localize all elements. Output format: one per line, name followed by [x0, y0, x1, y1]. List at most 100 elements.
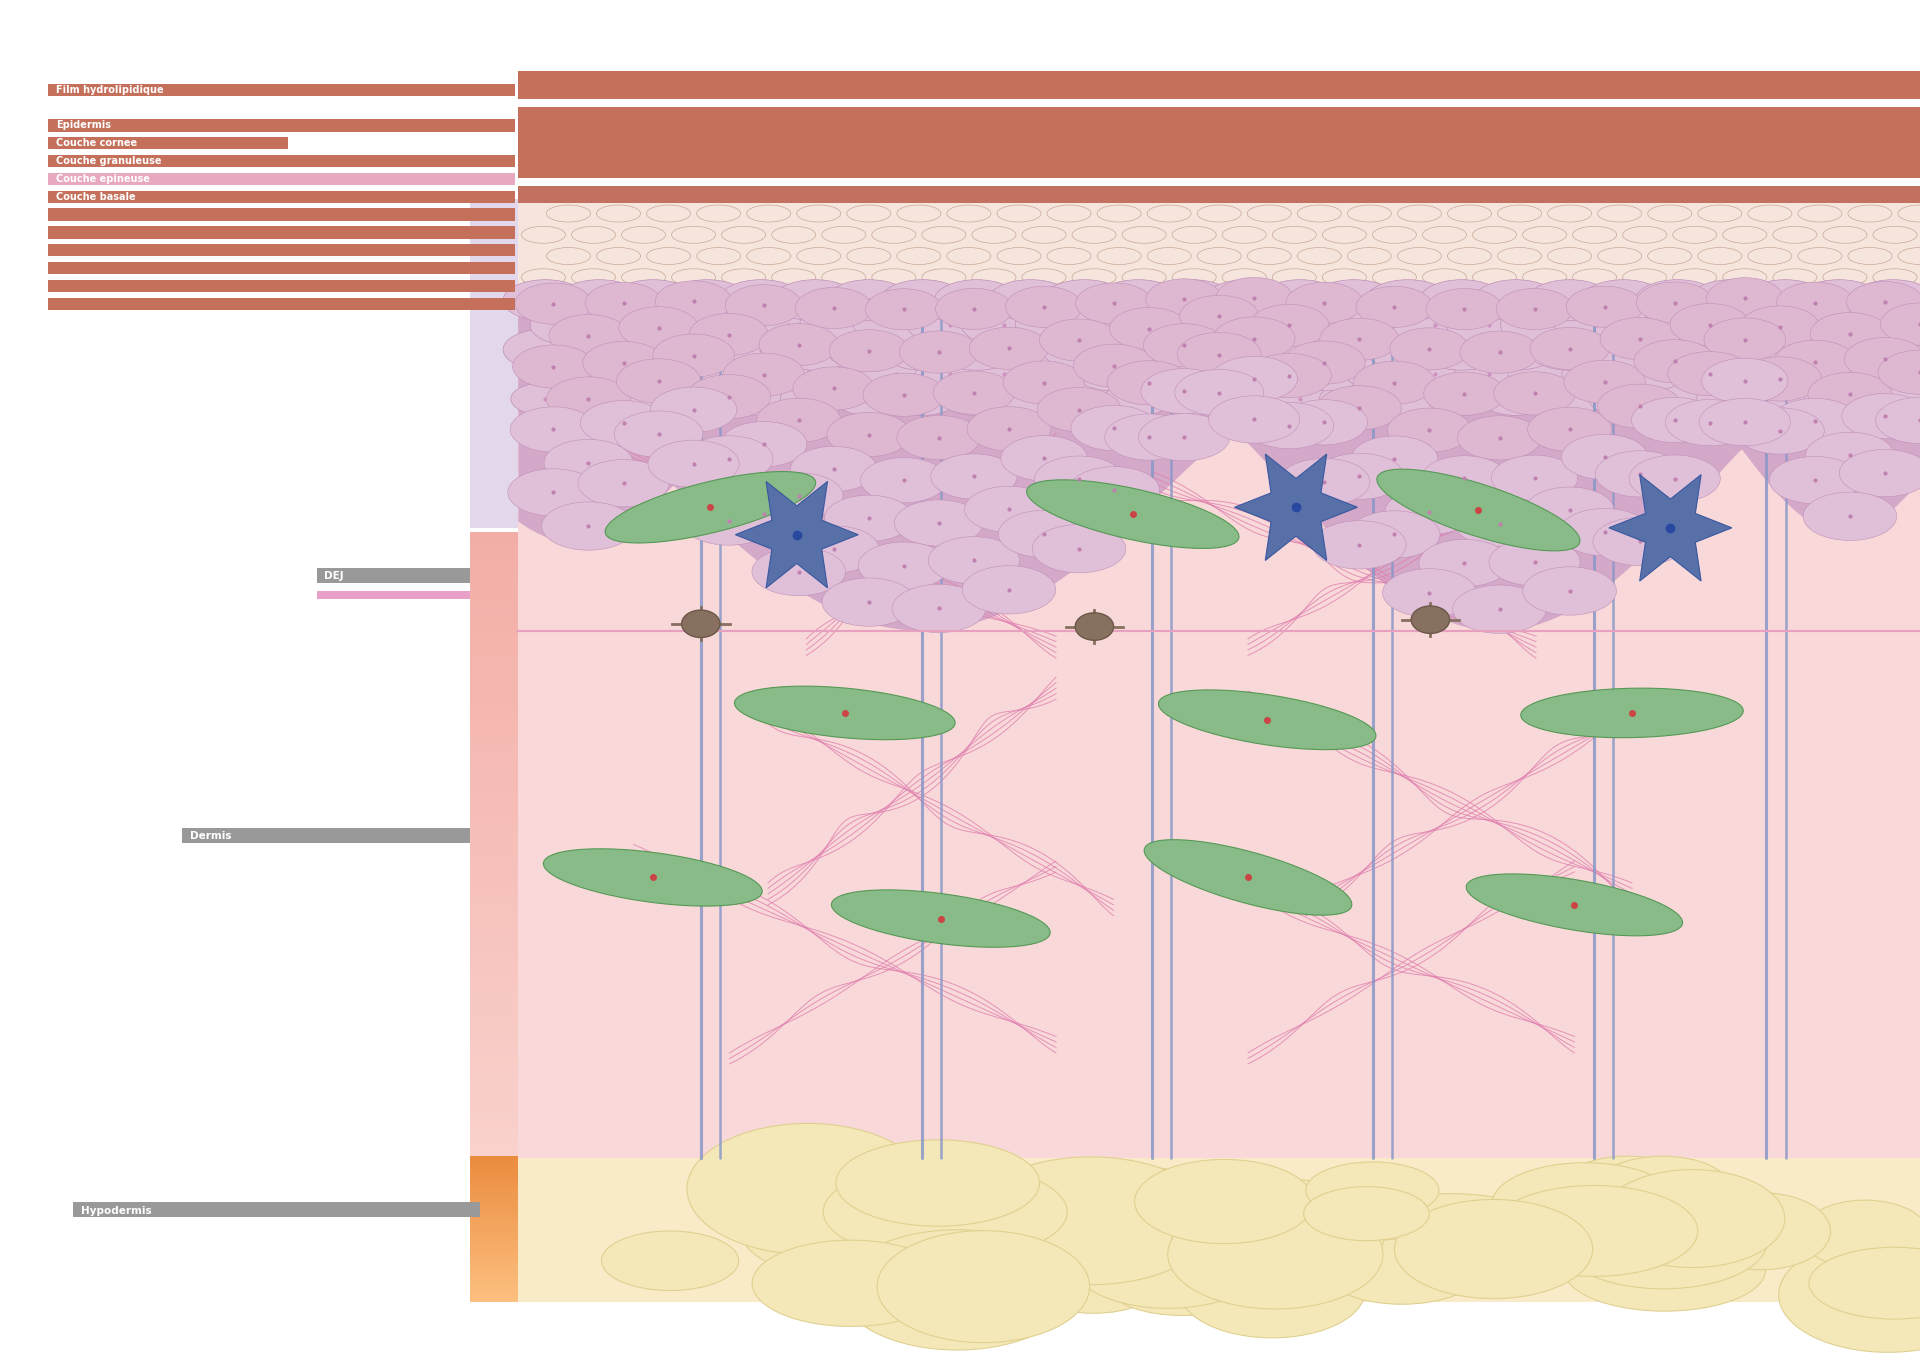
Ellipse shape	[597, 206, 641, 222]
Bar	[48, 226, 515, 239]
Ellipse shape	[687, 1123, 929, 1254]
Polygon shape	[1235, 454, 1357, 561]
Polygon shape	[1144, 839, 1352, 916]
Ellipse shape	[1179, 295, 1260, 337]
Ellipse shape	[1281, 400, 1367, 446]
Ellipse shape	[1705, 318, 1786, 361]
Ellipse shape	[1304, 1187, 1428, 1241]
Ellipse shape	[1319, 383, 1388, 415]
Text: Couche epineuse: Couche epineuse	[56, 174, 150, 184]
Bar	[470, 797, 518, 808]
Ellipse shape	[933, 372, 1014, 414]
Ellipse shape	[862, 373, 945, 417]
Ellipse shape	[1701, 358, 1788, 403]
Ellipse shape	[722, 269, 766, 285]
Ellipse shape	[1772, 226, 1816, 243]
Ellipse shape	[1204, 329, 1288, 370]
Ellipse shape	[718, 280, 803, 321]
Bar	[470, 1224, 518, 1228]
Ellipse shape	[1411, 606, 1450, 633]
Bar	[470, 1197, 518, 1201]
Ellipse shape	[797, 248, 841, 265]
Ellipse shape	[877, 1231, 1091, 1342]
Ellipse shape	[687, 374, 770, 418]
Bar	[518, 288, 1920, 411]
Ellipse shape	[1073, 1222, 1263, 1308]
Ellipse shape	[1885, 358, 1920, 391]
Ellipse shape	[1425, 372, 1505, 415]
Ellipse shape	[1373, 226, 1417, 243]
Bar	[470, 1161, 518, 1165]
Bar	[470, 1156, 518, 1160]
Bar	[470, 860, 518, 871]
Ellipse shape	[1306, 1163, 1438, 1219]
Bar	[470, 1086, 518, 1097]
Ellipse shape	[793, 367, 874, 410]
Ellipse shape	[745, 304, 829, 345]
Bar	[470, 1178, 518, 1182]
Bar	[470, 1264, 518, 1268]
Ellipse shape	[549, 314, 628, 356]
Ellipse shape	[1283, 341, 1365, 384]
Ellipse shape	[1697, 206, 1741, 222]
Ellipse shape	[1490, 539, 1580, 585]
Ellipse shape	[787, 525, 879, 573]
Ellipse shape	[1822, 226, 1866, 243]
Ellipse shape	[822, 226, 866, 243]
Ellipse shape	[1419, 539, 1509, 587]
Bar	[518, 411, 1920, 631]
Bar	[317, 568, 470, 583]
Ellipse shape	[1223, 269, 1267, 285]
Bar	[470, 199, 518, 528]
Bar	[470, 1289, 518, 1293]
Ellipse shape	[1139, 414, 1229, 461]
Ellipse shape	[1770, 457, 1860, 503]
Bar	[470, 993, 518, 1002]
Bar	[470, 1190, 518, 1194]
Ellipse shape	[968, 407, 1050, 451]
Ellipse shape	[1878, 350, 1920, 395]
Ellipse shape	[1599, 1169, 1786, 1268]
Ellipse shape	[672, 226, 716, 243]
Ellipse shape	[1025, 1256, 1160, 1313]
Ellipse shape	[616, 359, 701, 403]
Polygon shape	[1467, 873, 1682, 936]
Ellipse shape	[1455, 500, 1544, 547]
Ellipse shape	[935, 288, 1012, 329]
Ellipse shape	[741, 1190, 897, 1272]
Ellipse shape	[647, 248, 691, 265]
Ellipse shape	[1722, 226, 1766, 243]
Bar	[470, 1248, 518, 1252]
Ellipse shape	[522, 269, 566, 285]
Text: Hypodermis: Hypodermis	[81, 1205, 152, 1216]
Ellipse shape	[1448, 248, 1492, 265]
Ellipse shape	[547, 377, 630, 421]
Ellipse shape	[1021, 269, 1066, 285]
Ellipse shape	[1419, 329, 1503, 370]
Ellipse shape	[1872, 269, 1916, 285]
Ellipse shape	[1171, 269, 1215, 285]
Bar	[470, 727, 518, 738]
Ellipse shape	[611, 329, 695, 370]
Ellipse shape	[1144, 324, 1225, 367]
Bar	[470, 540, 518, 550]
Ellipse shape	[925, 1182, 1165, 1294]
Ellipse shape	[1647, 248, 1692, 265]
Ellipse shape	[897, 415, 981, 459]
Ellipse shape	[1021, 226, 1066, 243]
Polygon shape	[1027, 480, 1238, 548]
Ellipse shape	[996, 248, 1041, 265]
Bar	[470, 1179, 518, 1183]
Ellipse shape	[1563, 1228, 1766, 1311]
Ellipse shape	[1473, 269, 1517, 285]
Ellipse shape	[1073, 344, 1156, 388]
Ellipse shape	[1582, 280, 1667, 321]
Ellipse shape	[1453, 358, 1523, 391]
Ellipse shape	[1311, 280, 1396, 321]
Ellipse shape	[1559, 1198, 1715, 1261]
Bar	[470, 1078, 518, 1089]
Ellipse shape	[889, 383, 958, 415]
Ellipse shape	[1071, 269, 1116, 285]
Bar	[470, 1215, 518, 1220]
Ellipse shape	[1490, 1186, 1697, 1276]
